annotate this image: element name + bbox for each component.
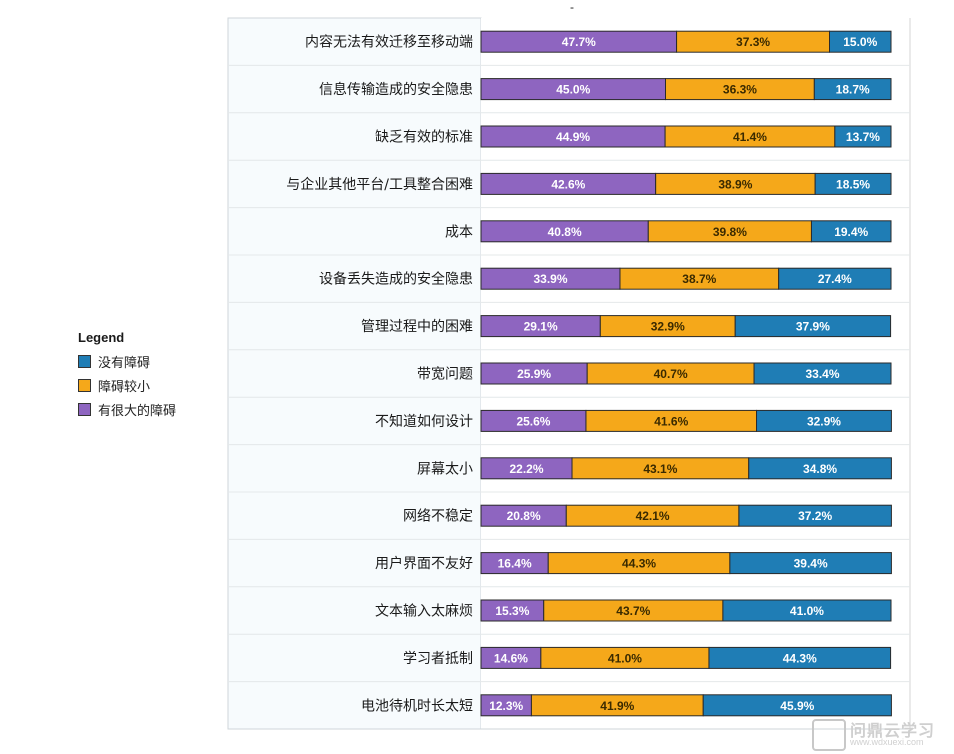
data-label-no-barrier: 34.8% (803, 462, 837, 476)
data-label-big-barrier: 20.8% (507, 509, 541, 523)
legend-item-big-barrier: 有很大的障碍 (78, 397, 176, 421)
category-label: 成本 (445, 224, 473, 240)
data-label-small-barrier: 42.1% (636, 509, 670, 523)
data-label-no-barrier: 18.7% (836, 83, 870, 97)
data-label-no-barrier: 33.4% (806, 367, 840, 381)
data-label-no-barrier: 45.9% (780, 699, 814, 713)
data-label-small-barrier: 39.8% (713, 225, 747, 239)
category-label: 设备丢失造成的安全隐患 (319, 271, 473, 288)
category-label: 与企业其他平台/工具整合困难 (286, 176, 473, 193)
data-label-no-barrier: 39.4% (794, 557, 828, 571)
segment-no-barrier (756, 409, 892, 432)
category-label: 带宽问题 (417, 366, 473, 383)
legend: Legend 没有障碍 障碍较小 有很大的障碍 (78, 330, 176, 421)
data-label-small-barrier: 40.7% (654, 367, 688, 381)
data-label-no-barrier: 37.2% (798, 509, 832, 523)
data-label-no-barrier: 15.0% (843, 35, 877, 49)
legend-item-small-barrier: 障碍较小 (78, 373, 176, 397)
legend-swatch-big-barrier (78, 402, 91, 416)
data-label-big-barrier: 29.1% (524, 320, 558, 334)
legend-label-small-barrier: 障碍较小 (98, 379, 151, 395)
data-label-small-barrier: 41.0% (608, 651, 642, 665)
legend-label-big-barrier: 有很大的障碍 (98, 403, 177, 419)
data-label-big-barrier: 12.3% (489, 699, 523, 713)
chart-title: - (570, 0, 574, 14)
category-label: 缺乏有效的标准 (375, 130, 473, 146)
segment-no-barrier (813, 78, 892, 101)
legend-label-no-barrier: 没有障碍 (98, 355, 151, 371)
data-label-no-barrier: 32.9% (807, 414, 841, 428)
data-label-no-barrier: 19.4% (834, 225, 868, 239)
segment-no-barrier (734, 315, 892, 338)
data-label-small-barrier: 41.6% (654, 414, 688, 428)
data-label-small-barrier: 36.3% (723, 83, 757, 97)
data-label-no-barrier: 37.9% (796, 320, 830, 334)
category-label: 电池待机时长太短 (361, 698, 473, 714)
data-label-small-barrier: 38.7% (682, 272, 716, 286)
data-label-no-barrier: 18.5% (836, 177, 870, 191)
logo-box-icon (812, 719, 846, 751)
data-label-big-barrier: 14.6% (494, 651, 528, 665)
data-label-small-barrier: 44.3% (622, 557, 656, 571)
data-label-big-barrier: 22.2% (509, 462, 543, 476)
data-label-small-barrier: 41.9% (600, 699, 634, 713)
category-label: 用户界面不友好 (375, 555, 473, 572)
segment-no-barrier (708, 646, 892, 669)
data-label-big-barrier: 44.9% (556, 130, 590, 144)
watermark: 问鼎云学习 www.wdxuexi.com (808, 715, 948, 751)
segment-no-barrier (738, 504, 892, 527)
legend-item-no-barrier: 没有障碍 (78, 349, 176, 373)
data-label-no-barrier: 13.7% (846, 130, 880, 144)
segment-no-barrier (753, 362, 892, 385)
segment-no-barrier (702, 694, 892, 717)
data-label-big-barrier: 47.7% (562, 35, 596, 49)
category-label: 文本输入太麻烦 (375, 604, 473, 620)
data-label-no-barrier: 41.0% (790, 604, 824, 618)
category-label: 网络不稳定 (403, 509, 473, 525)
segment-no-barrier (722, 599, 892, 622)
data-label-big-barrier: 40.8% (548, 225, 582, 239)
watermark-text: 问鼎云学习 (850, 721, 936, 740)
data-label-small-barrier: 38.9% (718, 177, 752, 191)
data-label-no-barrier: 27.4% (818, 272, 852, 286)
category-label: 内容无法有效迁移至移动端 (305, 34, 473, 51)
segment-no-barrier (778, 267, 892, 290)
data-label-small-barrier: 43.7% (616, 604, 650, 618)
data-label-big-barrier: 15.3% (495, 604, 529, 618)
data-label-small-barrier: 32.9% (651, 320, 685, 334)
category-label: 屏幕太小 (417, 461, 473, 477)
category-label: 管理过程中的困难 (361, 319, 473, 335)
segment-no-barrier (814, 172, 892, 195)
category-label: 不知道如何设计 (375, 413, 473, 430)
category-label: 信息传输造成的安全隐患 (319, 81, 473, 98)
data-label-big-barrier: 25.9% (517, 367, 551, 381)
segment-no-barrier (748, 457, 892, 480)
data-label-big-barrier: 25.6% (516, 414, 550, 428)
data-label-small-barrier: 37.3% (736, 35, 770, 49)
legend-swatch-small-barrier (78, 378, 91, 392)
watermark-url: www.wdxuexi.com (850, 737, 924, 747)
legend-title: Legend (78, 330, 125, 345)
segment-no-barrier (829, 30, 892, 53)
segment-no-barrier (729, 552, 892, 575)
data-label-big-barrier: 45.0% (556, 83, 590, 97)
data-label-big-barrier: 42.6% (551, 177, 585, 191)
data-label-small-barrier: 43.1% (643, 462, 677, 476)
legend-swatch-no-barrier (78, 354, 91, 368)
data-label-small-barrier: 41.4% (733, 130, 767, 144)
data-label-big-barrier: 33.9% (533, 272, 567, 286)
category-label: 学习者抵制 (403, 651, 473, 667)
segment-no-barrier (834, 125, 892, 148)
data-label-big-barrier: 16.4% (498, 557, 532, 571)
data-label-no-barrier: 44.3% (783, 651, 817, 665)
category-panel (227, 17, 482, 730)
segment-no-barrier (810, 220, 892, 243)
